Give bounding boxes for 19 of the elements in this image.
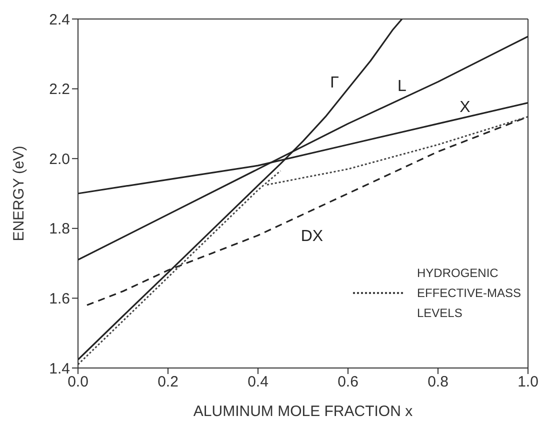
x-tick-label: 0.8 [428,374,448,391]
legend-label: HYDROGENIC EFFECTIVE-MASS LEVELS [416,265,521,322]
x-tick-label: 1.0 [518,374,538,391]
y-tick-label: 2.2 [49,81,70,98]
y-tick-label: 1.6 [49,290,70,308]
y-tick-label: 2.0 [49,150,70,168]
annotation: X [460,98,471,116]
y-tick-label: 1.4 [49,360,70,378]
x-tick-label: 0.0 [68,374,88,391]
annotation: Γ [330,74,340,92]
annotation: DX [300,228,324,246]
x-tick-label: 0.2 [158,374,178,391]
y-tick-label: 2.4 [49,11,70,28]
x-tick-label: 0.6 [338,374,358,391]
y-tick-label: 1.8 [49,220,70,238]
x-tick-label: 0.4 [248,374,268,391]
x-axis-title: ALUMINUM MOLE FRACTION x [193,403,414,420]
annotation: L [398,78,407,95]
y-axis-title: ENERGY (eV) [10,146,28,242]
